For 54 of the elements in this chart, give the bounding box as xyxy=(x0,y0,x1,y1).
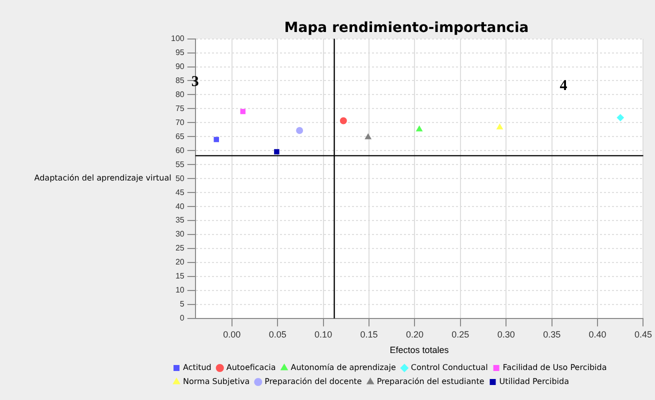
y-tick-label: 25 xyxy=(175,244,185,253)
y-tick-label: 50 xyxy=(175,174,185,183)
chart-title: Mapa rendimiento-importancia xyxy=(284,20,529,36)
y-tick-label: 75 xyxy=(175,104,185,113)
x-tick-label: 0.10 xyxy=(314,329,332,340)
legend-label: Utilidad Percibida xyxy=(499,377,570,386)
y-axis-title: Adaptación del aprendizaje virtual xyxy=(34,174,172,183)
point xyxy=(496,124,503,130)
legend-label: Autoeficacia xyxy=(226,363,276,372)
y-tick-label: 30 xyxy=(175,230,185,239)
x-tick-label: 0.40 xyxy=(588,329,606,340)
point xyxy=(296,127,304,134)
y-tick-label: 65 xyxy=(175,132,185,141)
point xyxy=(214,136,219,142)
y-tick-label: 55 xyxy=(175,160,185,169)
y-tick-label: 40 xyxy=(175,202,185,211)
point xyxy=(340,117,347,124)
y-tick-label: 15 xyxy=(175,272,185,281)
y-tick-label: 80 xyxy=(175,90,185,99)
y-tick-label: 10 xyxy=(175,286,185,295)
x-tick-label: 0.30 xyxy=(497,329,515,340)
x-tick-label: 0.20 xyxy=(406,329,424,340)
point xyxy=(616,114,624,122)
annotation: 3 xyxy=(191,74,199,90)
y-tick-label: 20 xyxy=(175,258,185,267)
legend-label: Actitud xyxy=(183,363,212,372)
x-tick-label: 0.25 xyxy=(452,329,470,340)
x-tick-label: 0.00 xyxy=(223,329,241,340)
point xyxy=(416,126,422,132)
y-tick-label: 0 xyxy=(180,314,185,323)
y-tick-label: 95 xyxy=(175,48,185,57)
x-tick-label: 0.05 xyxy=(268,329,286,340)
x-axis-title: Efectos totales xyxy=(390,345,450,356)
point xyxy=(365,134,372,140)
legend-label: Norma Subjetiva xyxy=(183,377,250,386)
y-tick-label: 5 xyxy=(180,300,185,309)
x-tick-label: 0.15 xyxy=(360,329,378,340)
y-tick-label: 45 xyxy=(175,188,185,197)
x-tick-label: 0.35 xyxy=(543,329,561,340)
legend-label: Preparación del estudiante xyxy=(376,377,484,386)
legend-label: Preparación del docente xyxy=(264,377,362,386)
legend-label: Facilidad de Uso Percibida xyxy=(502,363,607,372)
y-tick-label: 90 xyxy=(175,62,185,71)
point xyxy=(240,108,246,114)
annotation: 4 xyxy=(560,78,568,94)
legend-label: Autonomía de aprendizaje xyxy=(290,363,396,372)
x-tick-label: 0.45 xyxy=(634,329,652,340)
y-tick-label: 85 xyxy=(175,76,185,85)
y-tick-label: 70 xyxy=(175,118,185,127)
legend-label: Control Conductual xyxy=(410,363,488,372)
y-tick-label: 35 xyxy=(175,216,185,225)
y-tick-label: 100 xyxy=(170,34,185,44)
y-tick-label: 60 xyxy=(175,146,185,155)
point xyxy=(274,149,280,154)
